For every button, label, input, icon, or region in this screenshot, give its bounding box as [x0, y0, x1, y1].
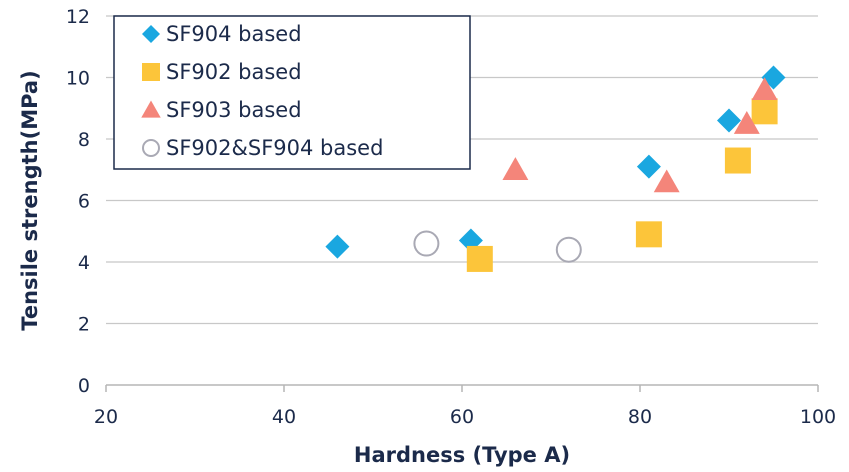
- data-points: [325, 65, 786, 272]
- data-point: [555, 236, 582, 263]
- data-point: [466, 245, 493, 272]
- y-tick-label: 10: [66, 68, 90, 90]
- legend-marker: [142, 139, 160, 157]
- x-tick-labels: 20 40 60 80 100: [94, 406, 836, 428]
- legend-item: SF903 based: [141, 98, 302, 122]
- legend-item: SF902&SF904 based: [142, 136, 383, 160]
- y-tick-label: 0: [78, 375, 90, 397]
- y-axis-title: Tensile strength(MPa): [18, 70, 42, 330]
- legend-label: SF903 based: [166, 98, 302, 122]
- x-tick-label: 40: [272, 406, 296, 428]
- x-axis-title: Hardness (Type A): [354, 443, 570, 467]
- legend-box: [113, 15, 471, 170]
- x-tick-label: 80: [628, 406, 652, 428]
- data-point: [325, 234, 350, 259]
- data-point: [751, 77, 778, 100]
- legend-marker: [142, 25, 160, 43]
- x-tick-label: 60: [450, 406, 474, 428]
- legend-label: SF902&SF904 based: [166, 136, 383, 160]
- y-tick-labels: 0 2 4 6 8 10 12: [66, 6, 90, 397]
- y-tick-label: 4: [78, 252, 90, 274]
- y-tick-label: 8: [78, 129, 90, 151]
- legend-label: SF902 based: [166, 60, 302, 84]
- legend-marker: [142, 63, 160, 81]
- y-tick-label: 12: [66, 6, 90, 28]
- legend: SF904 based SF902 based SF903 based SF902&S…: [113, 15, 471, 170]
- legend-item: SF902 based: [142, 60, 302, 84]
- data-point: [653, 169, 680, 193]
- y-tick-label: 6: [78, 191, 90, 213]
- x-tick-label: 20: [94, 406, 118, 428]
- x-tick-label: 100: [800, 406, 836, 428]
- data-point: [636, 154, 661, 179]
- data-point: [724, 147, 751, 174]
- data-point: [733, 111, 760, 134]
- legend-label: SF904 based: [166, 22, 302, 46]
- y-tick-label: 2: [78, 314, 90, 336]
- data-point: [635, 221, 662, 248]
- axes: [105, 384, 819, 392]
- data-point: [413, 230, 440, 257]
- legend-marker: [141, 100, 161, 118]
- data-point: [717, 108, 741, 133]
- data-point: [502, 157, 529, 180]
- legend-item: SF904 based: [142, 22, 302, 46]
- data-point: [751, 98, 778, 125]
